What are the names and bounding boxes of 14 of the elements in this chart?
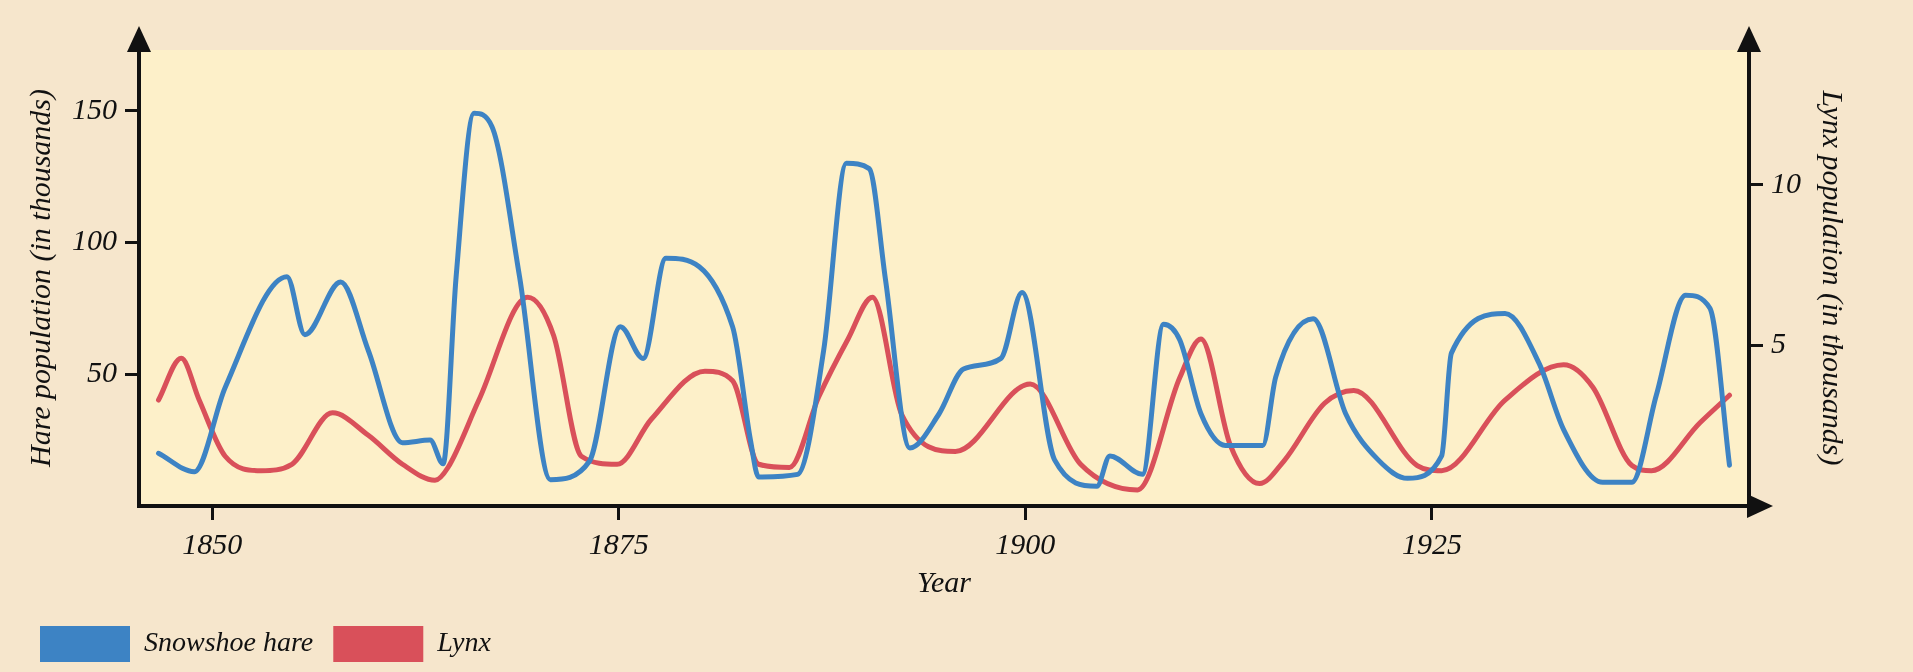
x-axis-title: Year [917,564,972,598]
y-tick-label: 100 [72,223,117,257]
y-axis-title: Hare population (in thousands) [22,88,57,469]
legend-label: Snowshoe hare [144,626,314,658]
y2-tick-label: 5 [1771,326,1786,360]
legend-label: Lynx [436,626,492,658]
x-tick-label: 1925 [1401,526,1462,560]
x-tick-label: 1850 [182,526,243,560]
y2-axis-title: Lynx population (in thousands) [1816,89,1851,466]
y2-tick-label: 10 [1771,165,1801,199]
x-tick-label: 1875 [588,526,649,560]
y-tick-label: 150 [72,91,117,125]
y-tick-label: 50 [87,355,117,389]
x-tick-label: 1900 [995,526,1056,560]
